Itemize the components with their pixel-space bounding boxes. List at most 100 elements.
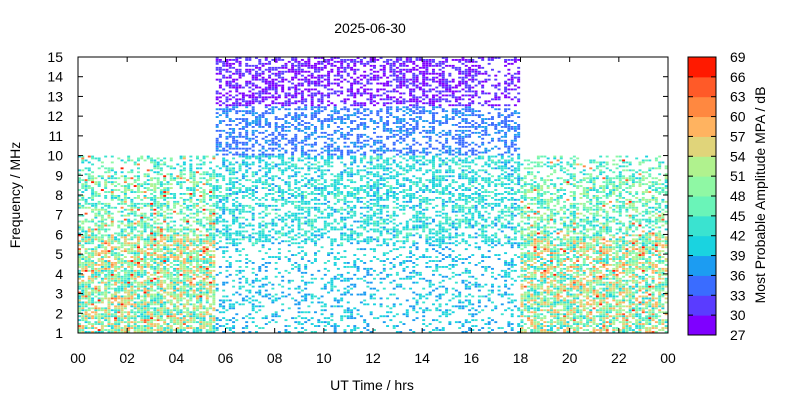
data-point [343, 256, 347, 258]
data-point [291, 200, 295, 203]
data-point [255, 299, 258, 302]
data-point [163, 234, 167, 237]
data-point [340, 66, 344, 69]
data-point [274, 68, 278, 71]
data-point [287, 141, 291, 144]
data-point [196, 256, 199, 258]
data-point [137, 238, 140, 241]
data-point [196, 273, 199, 276]
data-point [317, 82, 321, 85]
data-point [238, 122, 242, 124]
data-point [137, 244, 140, 247]
data-point [281, 157, 285, 160]
data-point [107, 266, 111, 268]
data-point [238, 70, 242, 73]
data-point [189, 238, 193, 241]
data-point [297, 216, 301, 219]
data-point [209, 198, 213, 201]
data-point [268, 139, 272, 142]
data-point [133, 226, 137, 229]
data-point [110, 198, 114, 201]
data-point [304, 100, 308, 103]
data-point [343, 68, 347, 71]
data-point [205, 246, 209, 249]
data-point [307, 260, 311, 262]
data-point [107, 240, 111, 243]
data-point [343, 309, 347, 312]
data-point [248, 86, 252, 89]
data-point [268, 240, 272, 243]
data-point [107, 210, 111, 213]
data-point [225, 116, 229, 118]
data-point [192, 329, 196, 331]
data-point [104, 191, 108, 193]
data-point [248, 238, 252, 241]
data-point [218, 266, 222, 268]
data-point [304, 128, 308, 130]
data-point [173, 277, 177, 280]
data-point [307, 311, 311, 314]
data-point [186, 313, 190, 316]
data-point [235, 153, 239, 156]
data-point [238, 212, 242, 215]
data-point [333, 147, 337, 150]
data-point [320, 102, 324, 105]
data-point [166, 277, 170, 280]
data-point [97, 167, 101, 170]
data-point [199, 283, 203, 286]
data-point [330, 120, 334, 122]
data-point [127, 319, 131, 322]
data-point [179, 246, 183, 249]
data-point [346, 228, 350, 231]
data-point [137, 202, 140, 205]
data-point [232, 242, 236, 245]
data-point [81, 220, 85, 223]
data-point [356, 171, 360, 174]
data-point [84, 242, 88, 245]
data-point [163, 246, 167, 249]
data-point [297, 323, 301, 325]
data-point [78, 262, 81, 264]
data-point [81, 297, 85, 300]
data-point [323, 181, 327, 184]
data-point [294, 317, 298, 320]
data-point [176, 275, 180, 278]
data-point [235, 104, 239, 107]
data-point [182, 240, 186, 243]
data-point [87, 185, 91, 187]
data-point [320, 210, 324, 213]
data-point [143, 329, 147, 331]
data-point [300, 175, 304, 178]
data-point [87, 260, 91, 262]
data-point [117, 252, 121, 255]
data-point [225, 108, 229, 111]
data-point [84, 317, 88, 320]
data-point [169, 285, 173, 288]
data-point [330, 133, 334, 136]
data-point [251, 145, 255, 148]
data-point [238, 208, 242, 211]
data-point [218, 208, 222, 211]
data-point [120, 285, 124, 288]
data-point [127, 248, 131, 251]
data-point [140, 321, 144, 324]
data-point [192, 283, 196, 286]
data-point [133, 197, 137, 199]
data-point [248, 68, 252, 71]
data-point [199, 279, 203, 282]
data-point [127, 269, 131, 272]
data-point [333, 275, 337, 278]
data-point [228, 84, 232, 87]
data-point [87, 293, 91, 296]
data-point [156, 244, 160, 247]
data-point [277, 80, 281, 83]
data-point [251, 133, 255, 136]
data-point [310, 317, 314, 320]
data-point [189, 319, 193, 322]
data-point [264, 289, 268, 292]
data-point [169, 248, 173, 251]
data-point [163, 175, 167, 178]
data-point [202, 171, 206, 174]
data-point [205, 291, 209, 294]
data-point [277, 153, 281, 156]
